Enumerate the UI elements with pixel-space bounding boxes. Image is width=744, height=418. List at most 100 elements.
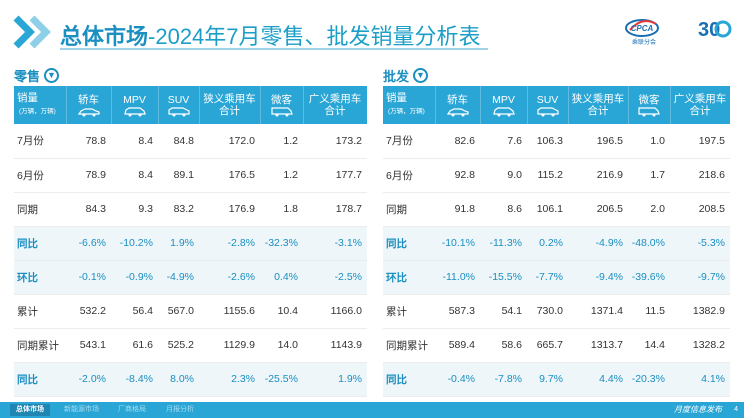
table-cell: 218.6 bbox=[670, 158, 730, 193]
col-mpv-label: MPV bbox=[492, 93, 515, 106]
table-cell: 197.5 bbox=[670, 124, 730, 159]
table-cell: 83.2 bbox=[158, 192, 199, 227]
col-suv-label: SUV bbox=[167, 93, 190, 106]
van-icon bbox=[638, 106, 660, 116]
table-cell: 0.4% bbox=[260, 260, 303, 295]
table-cell: 2.3% bbox=[199, 362, 260, 397]
table-cell: 82.6 bbox=[435, 124, 480, 159]
col-narrow-total: 狭义乘用车 合计 bbox=[568, 86, 629, 124]
col-sedan-label: 轿车 bbox=[78, 93, 99, 106]
table-cell: 78.9 bbox=[66, 158, 111, 193]
table-row: 7月份 82.6 7.6 106.3 196.5 1.0 197.5 bbox=[383, 124, 730, 159]
footer-tab-monthly[interactable]: 月报分析 bbox=[166, 406, 194, 413]
corner-unit: (万辆，万辆) bbox=[388, 108, 425, 115]
col-broad-label-2: 合计 bbox=[324, 105, 346, 117]
logo-subtitle: 乘联分会 bbox=[632, 38, 656, 46]
table-cell: 1371.4 bbox=[568, 294, 628, 329]
footer-tab-overall[interactable]: 总体市场 bbox=[10, 404, 50, 416]
row-label: 环比 bbox=[14, 260, 66, 295]
wholesale-table-body: 7月份 82.6 7.6 106.3 196.5 1.0 197.5 6月份 92.8 9.0 11… bbox=[383, 124, 730, 397]
col-suv-label: SUV bbox=[536, 93, 559, 106]
table-cell: 178.7 bbox=[303, 192, 367, 227]
col-broad-label-2: 合计 bbox=[689, 105, 711, 117]
title-underline bbox=[60, 48, 488, 50]
table-cell: -39.6% bbox=[628, 260, 670, 295]
table-cell: 84.3 bbox=[66, 192, 111, 227]
col-bus: 微客 bbox=[260, 86, 304, 124]
table-row: 累计 587.3 54.1 730.0 1371.4 11.5 1382.9 bbox=[383, 294, 730, 329]
table-row: 同比 -10.1% -11.3% 0.2% -4.9% -48.0% -5.3% bbox=[383, 226, 730, 261]
footer-report-label: 月度信息发布 bbox=[674, 405, 722, 414]
table-row: 7月份 78.8 8.4 84.8 172.0 1.2 173.2 bbox=[14, 124, 367, 159]
table-cell: 58.6 bbox=[480, 328, 527, 363]
table-cell: -7.7% bbox=[527, 260, 568, 295]
row-label: 6月份 bbox=[383, 158, 435, 193]
table-cell: 106.1 bbox=[527, 192, 568, 227]
footer-tab-makers[interactable]: 厂商格局 bbox=[118, 406, 146, 413]
table-cell: 176.9 bbox=[199, 192, 260, 227]
table-row: 6月份 92.8 9.0 115.2 216.9 1.7 218.6 bbox=[383, 158, 730, 193]
table-cell: 11.5 bbox=[628, 294, 670, 329]
col-narrow-label-1: 狭义乘用车 bbox=[203, 93, 256, 105]
row-label: 同期累计 bbox=[383, 328, 435, 363]
table-cell: -9.4% bbox=[568, 260, 628, 295]
col-bus-label: 微客 bbox=[271, 93, 292, 106]
row-label: 同比 bbox=[383, 362, 435, 397]
table-cell: 567.0 bbox=[158, 294, 199, 329]
row-label: 同期 bbox=[383, 192, 435, 227]
van-icon bbox=[270, 106, 293, 116]
table-cell: 56.4 bbox=[111, 294, 158, 329]
table-cell: 587.3 bbox=[435, 294, 480, 329]
title-bold: 总体市场 bbox=[60, 24, 149, 49]
table-cell: -48.0% bbox=[628, 226, 670, 261]
table-cell: -25.5% bbox=[260, 362, 303, 397]
wholesale-table: 销量 (万辆，万辆) 轿车 MPV SUV 狭义乘用车 合计 微客 广义乘用车 合计 … bbox=[383, 86, 731, 397]
table-cell: -5.3% bbox=[670, 226, 730, 261]
table-row: 环比 -11.0% -15.5% -7.7% -9.4% -39.6% -9.7% bbox=[383, 260, 730, 295]
table-cell: -6.6% bbox=[66, 226, 111, 261]
table-cell: 89.1 bbox=[158, 158, 199, 193]
suv-icon bbox=[536, 106, 559, 116]
col-sedan: 轿车 bbox=[66, 86, 112, 124]
table-cell: 1.2 bbox=[260, 158, 303, 193]
corner-label: 销量 bbox=[17, 92, 38, 104]
table-cell: 2.0 bbox=[628, 192, 670, 227]
table-cell: 532.2 bbox=[66, 294, 111, 329]
page-title: 总体市场-2024年7月零售、批发销量分析表 bbox=[60, 19, 481, 51]
col-mpv-label: MPV bbox=[123, 93, 146, 106]
sedan-icon bbox=[77, 107, 100, 116]
footer-tab-nev[interactable]: 新能源市场 bbox=[64, 406, 99, 413]
table-cell: -4.9% bbox=[158, 260, 199, 295]
table-cell: 115.2 bbox=[527, 158, 568, 193]
arrow-down-circle-icon: ▼ bbox=[44, 68, 60, 83]
wholesale-label: 批发 bbox=[383, 69, 410, 84]
table-cell: 14.4 bbox=[628, 328, 670, 363]
title-rest: -2024年7月零售、批发销量分析表 bbox=[148, 24, 481, 49]
table-cell: 4.1% bbox=[670, 362, 730, 397]
table-cell: 1155.6 bbox=[199, 294, 260, 329]
row-label: 同比 bbox=[14, 226, 66, 261]
footer-bar: 总体市场 新能源市场 厂商格局 月报分析 月度信息发布 4 bbox=[0, 402, 744, 418]
table-cell: 1.9% bbox=[158, 226, 199, 261]
table-cell: 196.5 bbox=[568, 124, 628, 159]
logo-badge: 30 bbox=[698, 19, 720, 41]
col-mpv: MPV bbox=[480, 86, 528, 124]
col-sedan-label: 轿车 bbox=[447, 93, 468, 106]
table-cell: 1.2 bbox=[260, 124, 303, 159]
table-cell: 1.7 bbox=[628, 158, 670, 193]
row-label: 同比 bbox=[383, 226, 435, 261]
table-cell: -0.9% bbox=[111, 260, 158, 295]
table-cell: 1382.9 bbox=[670, 294, 730, 329]
table-cell: 206.5 bbox=[568, 192, 628, 227]
corner-header: 销量 (万辆，万辆) bbox=[383, 86, 436, 124]
retail-section-header: 零售 ▼ bbox=[14, 66, 60, 85]
table-row: 同期累计 589.4 58.6 665.7 1313.7 14.4 1328.2 bbox=[383, 328, 730, 363]
col-broad-label-1: 广义乘用车 bbox=[308, 93, 362, 105]
col-narrow-label-2: 合计 bbox=[587, 105, 609, 117]
corner-header: 销量 (万辆，万辆) bbox=[14, 86, 67, 124]
table-cell: 9.3 bbox=[111, 192, 158, 227]
table-cell: -15.5% bbox=[480, 260, 527, 295]
table-cell: 9.0 bbox=[480, 158, 527, 193]
logo-text: CPCA bbox=[631, 24, 654, 33]
table-cell: 1328.2 bbox=[670, 328, 730, 363]
